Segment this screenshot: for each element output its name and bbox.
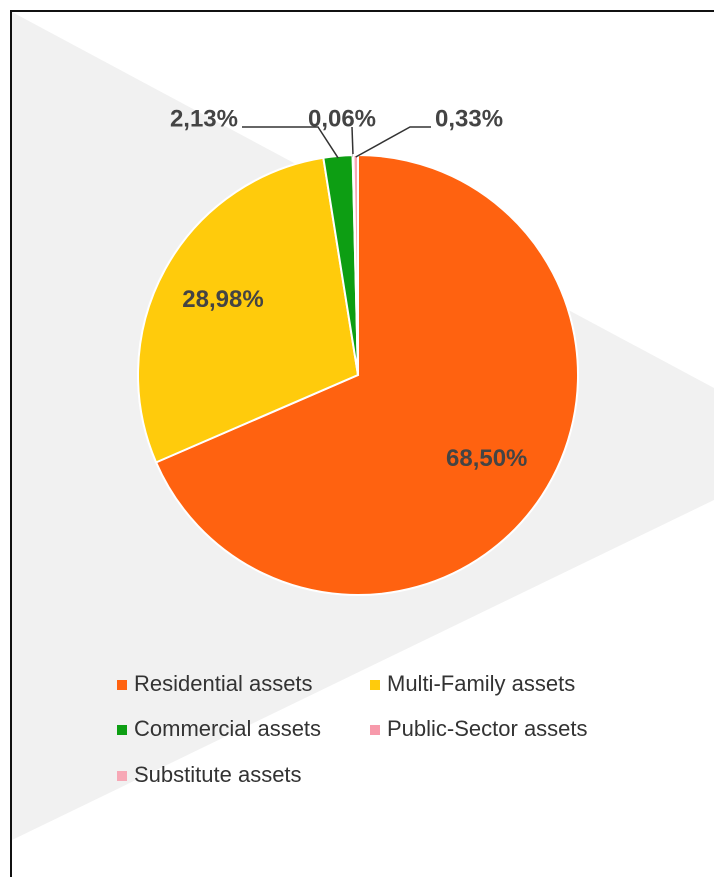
pie-slice [154,153,579,596]
legend-marker [117,771,127,781]
leader-line [351,126,354,158]
value-label: 2,13% [170,105,238,132]
value-label: 0,33% [435,105,503,132]
legend-label: Commercial assets [134,716,321,741]
legend-marker [370,680,380,690]
leader-line [355,126,431,158]
legend-marker [117,725,127,735]
legend-marker [370,725,380,735]
legend-label: Multi-Family assets [387,671,575,696]
legend-label: Residential assets [134,671,313,696]
legend-label: Public-Sector assets [387,716,588,741]
legend-marker [117,680,127,690]
value-label: 0,06% [308,105,376,132]
value-label: 28,98% [182,286,263,313]
frame [10,10,714,877]
legend-label: Substitute assets [134,762,302,787]
pie-slice [137,156,360,464]
leader-line [242,126,339,159]
value-label: 68,50% [446,445,527,472]
